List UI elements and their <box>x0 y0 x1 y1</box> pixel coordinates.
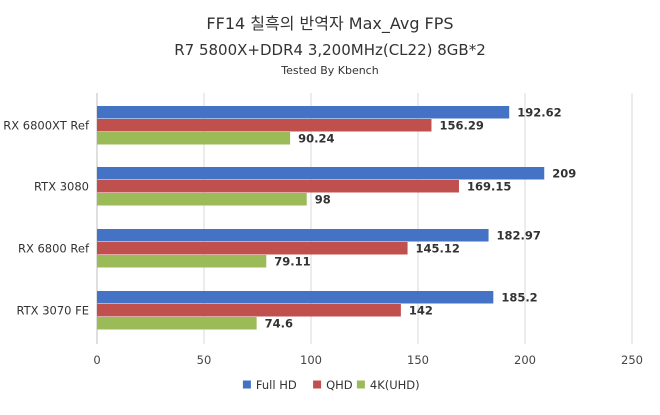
data-label: 182.97 <box>497 228 541 242</box>
data-labels: 192.62 156.29 90.24 209 169.15 98 182.97 145.12… <box>265 105 577 330</box>
category-labels: RX 6800XT Ref RTX 3080 RX 6800 Ref RTX 3070… <box>3 119 90 318</box>
category-label: RX 6800 Ref <box>18 242 90 256</box>
data-label: 156.29 <box>439 118 483 132</box>
x-tick-label: 200 <box>514 353 536 367</box>
chart-subtitle: R7 5800X+DDR4 3,200MHz(CL22) 8GB*2 <box>174 41 486 59</box>
legend-label: 4K(UHD) <box>370 378 420 392</box>
bar <box>97 291 494 304</box>
data-label: 192.62 <box>517 105 561 119</box>
bars <box>97 106 545 330</box>
bar <box>97 106 510 119</box>
data-label: 98 <box>315 192 331 206</box>
legend-swatch <box>313 380 322 389</box>
x-tick-label: 250 <box>621 353 643 367</box>
bar <box>97 167 545 180</box>
data-label: 79.11 <box>274 254 310 268</box>
legend-label: QHD <box>326 378 353 392</box>
legend-label: Full HD <box>256 378 297 392</box>
bar <box>97 132 291 145</box>
category-label: RTX 3070 FE <box>16 304 89 318</box>
category-label: RX 6800XT Ref <box>3 119 90 133</box>
bar <box>97 255 267 268</box>
legend-swatch <box>242 380 251 389</box>
bar <box>97 180 459 193</box>
data-label: 185.2 <box>501 290 537 304</box>
x-tick-label: 150 <box>407 353 429 367</box>
x-tick-label: 50 <box>197 353 212 367</box>
bar <box>97 317 257 330</box>
bar <box>97 193 307 206</box>
bar <box>97 229 489 242</box>
data-label: 145.12 <box>416 241 460 255</box>
x-tick-label: 100 <box>300 353 322 367</box>
title-group: FF14 칠흑의 반역자 Max_Avg FPS R7 5800X+DDR4 3… <box>174 14 486 77</box>
x-tick-label: 0 <box>93 353 100 367</box>
data-label: 90.24 <box>298 131 334 145</box>
legend: Full HD QHD 4K(UHD) <box>242 378 420 392</box>
data-label: 74.6 <box>265 316 293 330</box>
x-axis-ticks: 0 50 100 150 200 250 <box>93 353 643 367</box>
data-label: 209 <box>552 166 576 180</box>
chart-title: FF14 칠흑의 반역자 Max_Avg FPS <box>206 14 453 34</box>
bar <box>97 304 401 317</box>
bar <box>97 119 432 132</box>
chart-credit: Tested By Kbench <box>280 64 378 77</box>
legend-swatch <box>356 380 365 389</box>
data-label: 142 <box>409 303 433 317</box>
data-label: 169.15 <box>467 179 511 193</box>
bar <box>97 242 408 255</box>
category-label: RTX 3080 <box>34 180 89 194</box>
